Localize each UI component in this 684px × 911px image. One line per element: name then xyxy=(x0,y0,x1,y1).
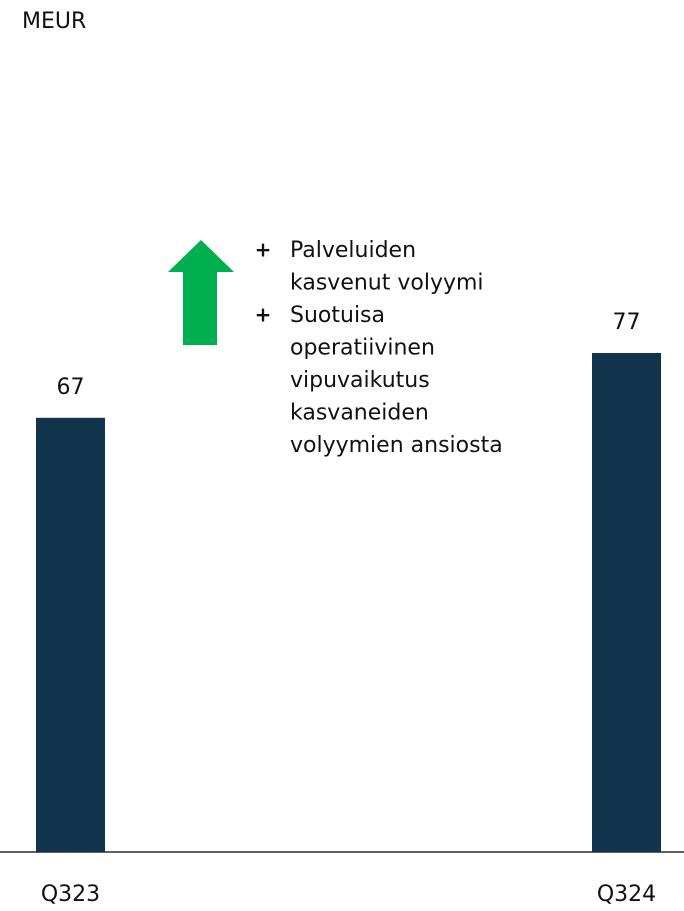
value-label: 67 xyxy=(57,375,85,400)
annotation-line: kasvenut volyymi xyxy=(290,271,484,296)
bar xyxy=(592,353,661,852)
bullet-marker: + xyxy=(255,303,272,327)
unit-label: MEUR xyxy=(22,9,86,34)
x-tick-label: Q323 xyxy=(41,882,100,907)
bullet-marker: + xyxy=(255,238,272,262)
annotation-line: kasvaneiden xyxy=(290,401,429,426)
annotation-line: volyymien ansiosta xyxy=(290,433,503,458)
annotation-line: Palveluiden xyxy=(290,238,416,263)
x-tick-label: Q324 xyxy=(597,882,656,907)
annotation-line: vipuvaikutus xyxy=(290,368,430,393)
annotation-line: Suotuisa xyxy=(290,303,385,328)
growth-arrow xyxy=(168,240,234,345)
bar xyxy=(36,417,105,852)
annotation-line: operatiivinen xyxy=(290,336,435,361)
arrow-shape xyxy=(168,240,234,345)
value-label: 77 xyxy=(613,310,641,335)
